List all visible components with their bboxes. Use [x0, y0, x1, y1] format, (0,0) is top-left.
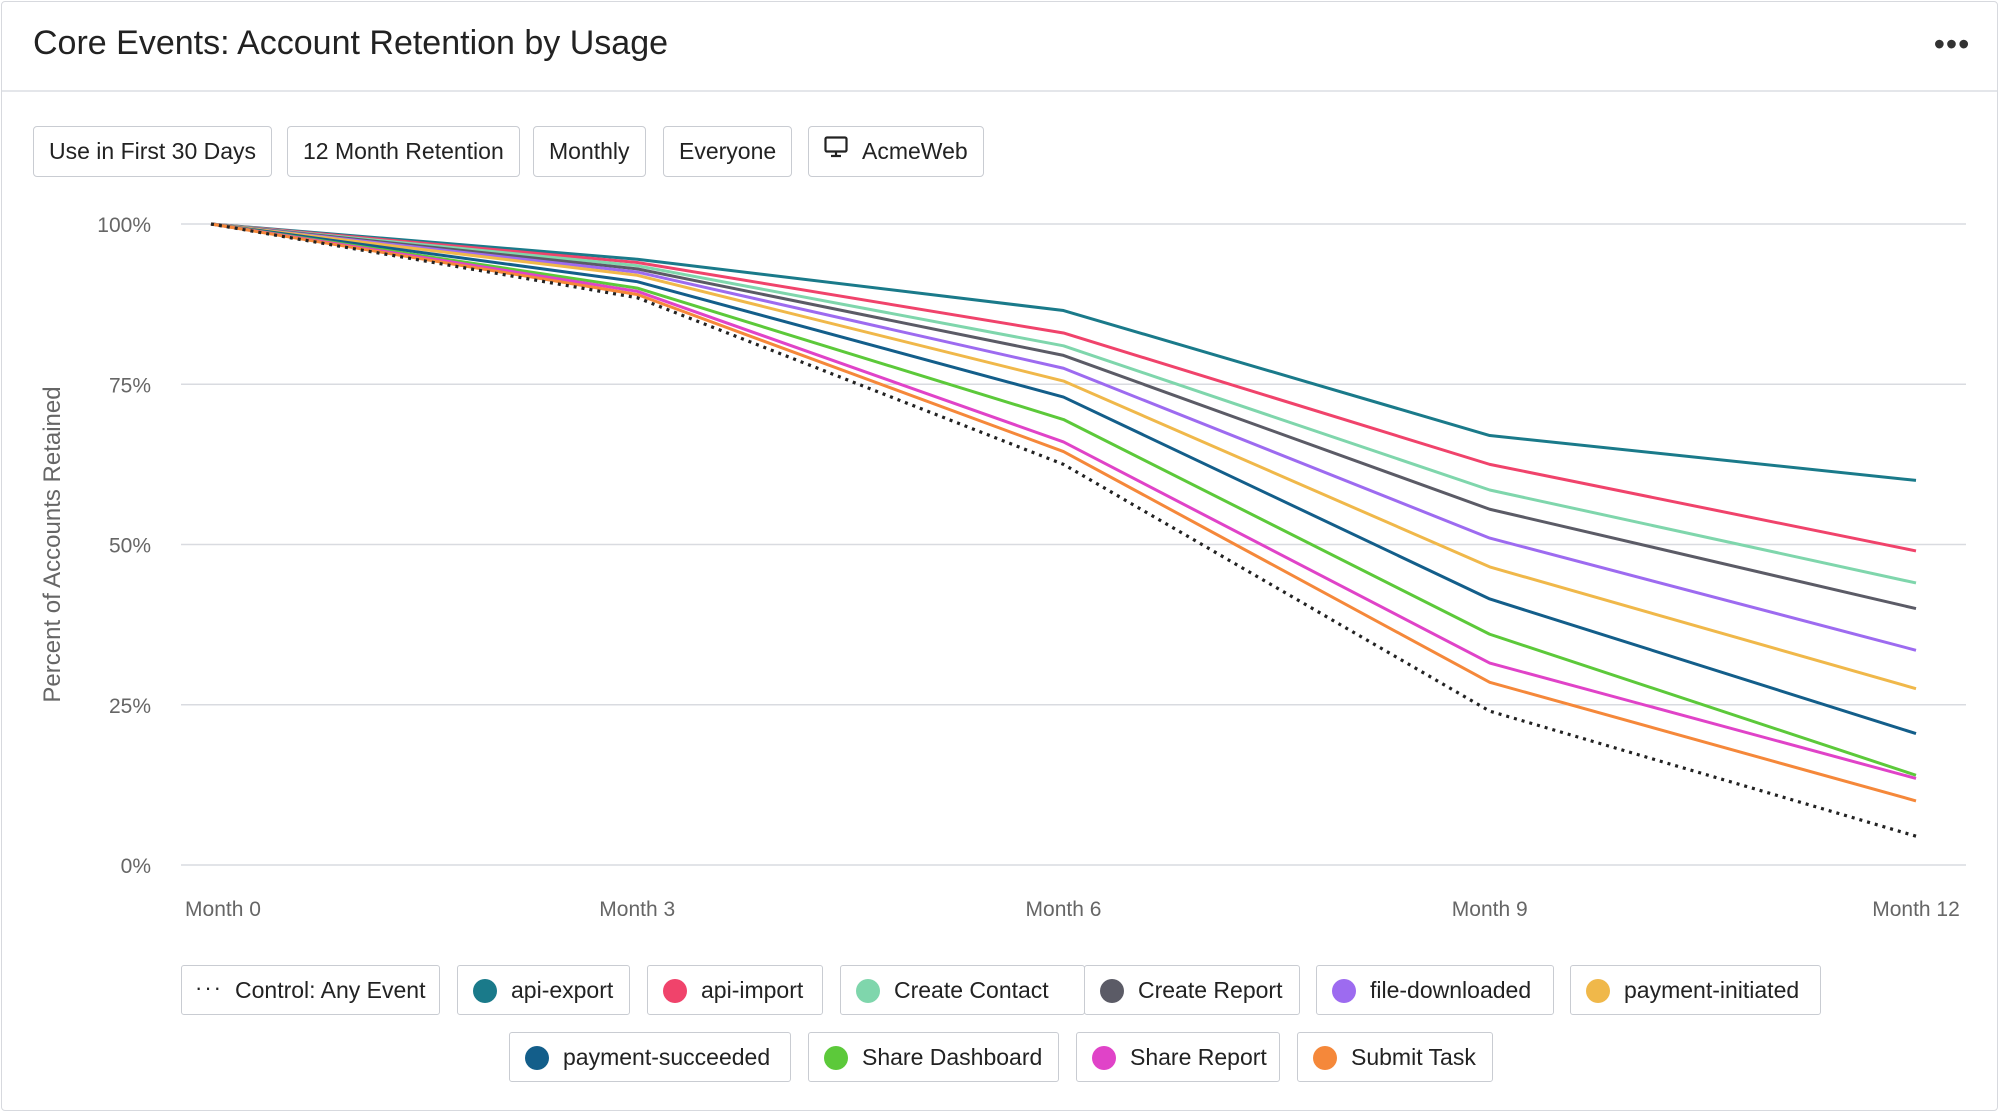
x-tick-label: Month 3	[599, 898, 675, 921]
y-tick-label: 100%	[97, 214, 151, 237]
color-swatch-icon	[856, 979, 880, 1003]
legend-item-submit-task[interactable]: Submit Task	[1297, 1032, 1493, 1082]
x-tick-label: Month 0	[185, 898, 261, 921]
series-line-create-contact	[210, 222, 1917, 585]
color-swatch-icon	[663, 979, 687, 1003]
legend-item-create-report[interactable]: Create Report	[1084, 965, 1300, 1015]
color-swatch-icon	[1092, 1046, 1116, 1070]
filter-first-30-days[interactable]: Use in First 30 Days	[33, 126, 273, 177]
legend-item-payment-initiated[interactable]: payment-initiated	[1570, 965, 1821, 1015]
color-swatch-icon	[1332, 979, 1356, 1003]
legend-label: Create Report	[1138, 977, 1283, 1003]
y-tick-label: 0%	[121, 855, 151, 878]
filter-label: Monthly	[549, 138, 630, 164]
series-line-control-any-event	[210, 222, 1917, 838]
y-tick-label: 75%	[109, 374, 151, 397]
chart-title: Core Events: Account Retention by Usage	[33, 24, 669, 62]
filter-label: AcmeWeb	[862, 138, 968, 164]
legend-label: Control: Any Event	[235, 977, 426, 1003]
legend-label: file-downloaded	[1370, 977, 1532, 1003]
series-line-payment-initiated	[210, 222, 1917, 691]
legend-item-file-downloaded[interactable]: file-downloaded	[1316, 965, 1554, 1015]
series-line-payment-succeeded	[210, 222, 1917, 736]
legend-label: api-import	[701, 977, 804, 1003]
dotted-line-icon: ···	[195, 975, 223, 1000]
series-line-file-downloaded	[210, 222, 1917, 652]
legend-item-api-import[interactable]: api-import	[647, 965, 823, 1015]
color-swatch-icon	[525, 1046, 549, 1070]
legend-label: Share Dashboard	[862, 1044, 1043, 1070]
legend-label: payment-succeeded	[563, 1044, 771, 1070]
legend-item-create-contact[interactable]: Create Contact	[840, 965, 1085, 1015]
legend-item-api-export[interactable]: api-export	[457, 965, 630, 1015]
series-line-api-import	[210, 222, 1917, 553]
filter-label: 12 Month Retention	[303, 138, 504, 164]
filter-segment[interactable]: Everyone	[663, 126, 793, 177]
card-header: Core Events: Account Retention by Usage …	[2, 2, 1997, 92]
legend-item-payment-succeeded[interactable]: payment-succeeded	[509, 1032, 791, 1082]
y-tick-label: 50%	[109, 535, 151, 558]
monitor-icon	[824, 126, 848, 175]
legend-label: api-export	[511, 977, 614, 1003]
more-options-icon[interactable]: •••	[1933, 26, 1971, 62]
legend-item-share-report[interactable]: Share Report	[1076, 1032, 1280, 1082]
filter-app[interactable]: AcmeWeb	[808, 126, 984, 177]
filter-label: Use in First 30 Days	[49, 138, 257, 164]
x-tick-label: Month 6	[1026, 898, 1102, 921]
y-axis-label: Percent of Accounts Retained	[39, 386, 66, 702]
legend-label: Submit Task	[1351, 1044, 1476, 1070]
series-line-submit-task	[210, 222, 1917, 803]
x-tick-label: Month 9	[1452, 898, 1528, 921]
legend-item-share-dashboard[interactable]: Share Dashboard	[808, 1032, 1059, 1082]
filter-label: Everyone	[679, 138, 777, 164]
color-swatch-icon	[1100, 979, 1124, 1003]
legend-item-control[interactable]: ··· Control: Any Event	[181, 965, 440, 1015]
series-line-share-dashboard	[210, 222, 1917, 777]
color-swatch-icon	[473, 979, 497, 1003]
series-line-share-report	[210, 222, 1917, 780]
legend-label: payment-initiated	[1624, 977, 1800, 1003]
series-line-create-report	[210, 222, 1917, 611]
filter-retention-period[interactable]: 12 Month Retention	[287, 126, 520, 177]
color-swatch-icon	[1586, 979, 1610, 1003]
filter-interval[interactable]: Monthly	[533, 126, 646, 177]
color-swatch-icon	[1313, 1046, 1337, 1070]
legend-label: Create Contact	[894, 977, 1049, 1003]
x-tick-label: Month 12	[1872, 898, 1960, 921]
series-line-api-export	[210, 222, 1917, 482]
y-tick-label: 25%	[109, 695, 151, 718]
color-swatch-icon	[824, 1046, 848, 1070]
legend-label: Share Report	[1130, 1044, 1267, 1070]
